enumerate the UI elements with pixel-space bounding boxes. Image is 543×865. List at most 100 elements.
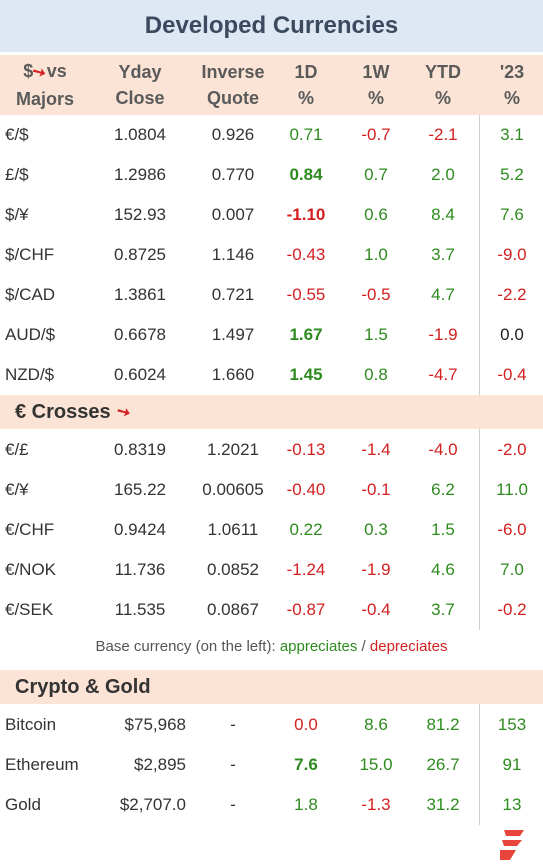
- table-row: £/$ 1.2986 0.770 0.84 0.7 2.0 5.2: [0, 155, 543, 195]
- y23-cell: 0.0: [500, 325, 524, 344]
- y23-cell: -6.0: [497, 520, 527, 539]
- inverse-cell: 0.007: [211, 205, 255, 224]
- w1-cell: -1.3: [361, 795, 391, 814]
- y23-cell: 7.0: [500, 560, 524, 579]
- ytd-cell: 6.2: [431, 480, 455, 499]
- header-1w: 1W%: [362, 62, 390, 108]
- d1-cell: -1.24: [286, 560, 326, 579]
- d1-cell: -0.55: [286, 285, 326, 304]
- note-prefix: Base currency (on the left):: [95, 638, 276, 655]
- down-arrow-icon: ➘: [113, 401, 134, 424]
- y23-cell: -0.2: [497, 600, 527, 619]
- d1-cell: -0.40: [286, 480, 326, 499]
- d1-cell: -0.43: [286, 245, 326, 264]
- table-row: €/£ 0.8319 1.2021 -0.13 -1.4 -4.0 -2.0: [0, 430, 543, 470]
- w1-cell: 0.7: [364, 165, 388, 184]
- note-depreciates: depreciates: [369, 638, 448, 655]
- y23-cell: 3.1: [500, 125, 524, 144]
- flame-logo-icon: [500, 830, 524, 860]
- inverse-cell: -: [230, 755, 236, 774]
- pair-cell: Ethereum: [5, 755, 79, 774]
- ytd-cell: 31.2: [426, 795, 460, 814]
- ytd-cell: 4.6: [431, 560, 455, 579]
- legend-note: Base currency (on the left): appreciates…: [0, 638, 543, 660]
- w1-cell: 1.5: [364, 325, 388, 344]
- w1-cell: -0.1: [361, 480, 391, 499]
- inverse-cell: 0.926: [211, 125, 255, 144]
- y23-cell: 13: [502, 795, 522, 814]
- column-header: $➘vs Majors Yday Close Inverse Quote 1D% 1…: [0, 55, 543, 115]
- w1-cell: 8.6: [364, 715, 388, 734]
- d1-cell: 0.0: [294, 715, 318, 734]
- table-row: Bitcoin $75,968 - 0.0 8.6 81.2 153: [0, 705, 543, 745]
- crypto-section-header: Crypto & Gold: [0, 670, 543, 704]
- d1-cell: 1.67: [289, 325, 323, 344]
- d1-cell: 1.8: [294, 795, 318, 814]
- close-cell: $75,968: [124, 715, 186, 734]
- column-divider: [479, 704, 480, 825]
- pair-cell: £/$: [5, 165, 29, 184]
- ytd-cell: 4.7: [431, 285, 455, 304]
- table-row: €/SEK 11.535 0.0867 -0.87 -0.4 3.7 -0.2: [0, 590, 543, 630]
- header-dollar: $: [23, 61, 34, 81]
- table-row: NZD/$ 0.6024 1.660 1.45 0.8 -4.7 -0.4: [0, 355, 543, 395]
- w1-cell: 15.0: [359, 755, 393, 774]
- header-1d: 1D%: [294, 62, 318, 108]
- inverse-cell: 0.00605: [202, 480, 264, 499]
- ytd-cell: 2.0: [431, 165, 455, 184]
- y23-cell: 7.6: [500, 205, 524, 224]
- header-inverse-quote: Inverse Quote: [201, 62, 265, 108]
- header-2023: '23%: [499, 62, 525, 108]
- table-row: $/CAD 1.3861 0.721 -0.55 -0.5 4.7 -2.2: [0, 275, 543, 315]
- table-row: €/NOK 11.736 0.0852 -1.24 -1.9 4.6 7.0: [0, 550, 543, 590]
- pair-cell: €/$: [5, 125, 29, 144]
- close-cell: $2,895: [134, 755, 186, 774]
- y23-cell: -2.0: [497, 440, 527, 459]
- inverse-cell: 1.146: [211, 245, 255, 264]
- crosses-title: € Crosses: [15, 400, 111, 423]
- pair-cell: $/¥: [5, 205, 29, 224]
- column-divider: [479, 115, 480, 395]
- pair-cell: €/SEK: [5, 600, 54, 619]
- w1-cell: 0.8: [364, 365, 388, 384]
- header-majors-label: Majors: [15, 89, 75, 109]
- w1-cell: -1.9: [361, 560, 391, 579]
- w1-cell: 1.0: [364, 245, 388, 264]
- inverse-cell: 0.721: [211, 285, 255, 304]
- pair-cell: AUD/$: [5, 325, 56, 344]
- ytd-cell: -1.9: [428, 325, 458, 344]
- y23-cell: 91: [502, 755, 522, 774]
- close-cell: 11.535: [114, 600, 166, 619]
- close-cell: 0.9424: [114, 520, 166, 539]
- inverse-cell: 1.2021: [207, 440, 259, 459]
- ytd-cell: 3.7: [431, 245, 455, 264]
- pair-cell: €/¥: [5, 480, 29, 499]
- w1-cell: -0.7: [361, 125, 391, 144]
- pair-cell: $/CAD: [5, 285, 56, 304]
- table-row: AUD/$ 0.6678 1.497 1.67 1.5 -1.9 0.0: [0, 315, 543, 355]
- pair-cell: NZD/$: [5, 365, 55, 384]
- inverse-cell: 1.497: [211, 325, 255, 344]
- inverse-cell: 0.770: [211, 165, 255, 184]
- table-row: €/¥ 165.22 0.00605 -0.40 -0.1 6.2 11.0: [0, 470, 543, 510]
- ytd-cell: 3.7: [431, 600, 455, 619]
- inverse-cell: 1.0611: [207, 520, 259, 539]
- table-row: €/CHF 0.9424 1.0611 0.22 0.3 1.5 -6.0: [0, 510, 543, 550]
- table-row: Gold $2,707.0 - 1.8 -1.3 31.2 13: [0, 785, 543, 825]
- crosses-section-header: € Crosses ➘: [0, 395, 543, 429]
- close-cell: 1.2986: [114, 165, 166, 184]
- d1-cell: 7.6: [294, 755, 318, 774]
- w1-cell: 0.6: [364, 205, 388, 224]
- note-appreciates: appreciates: [279, 638, 358, 655]
- close-cell: 11.736: [114, 560, 166, 579]
- close-cell: 1.3861: [114, 285, 166, 304]
- pair-cell: Gold: [5, 795, 41, 814]
- y23-cell: 11.0: [496, 480, 528, 499]
- y23-cell: 153: [497, 715, 527, 734]
- header-majors: $➘vs Majors: [0, 55, 90, 115]
- d1-cell: 0.22: [289, 520, 323, 539]
- close-cell: 0.6024: [114, 365, 166, 384]
- y23-cell: -2.2: [497, 285, 527, 304]
- ytd-cell: 26.7: [426, 755, 460, 774]
- close-cell: 165.22: [114, 480, 166, 499]
